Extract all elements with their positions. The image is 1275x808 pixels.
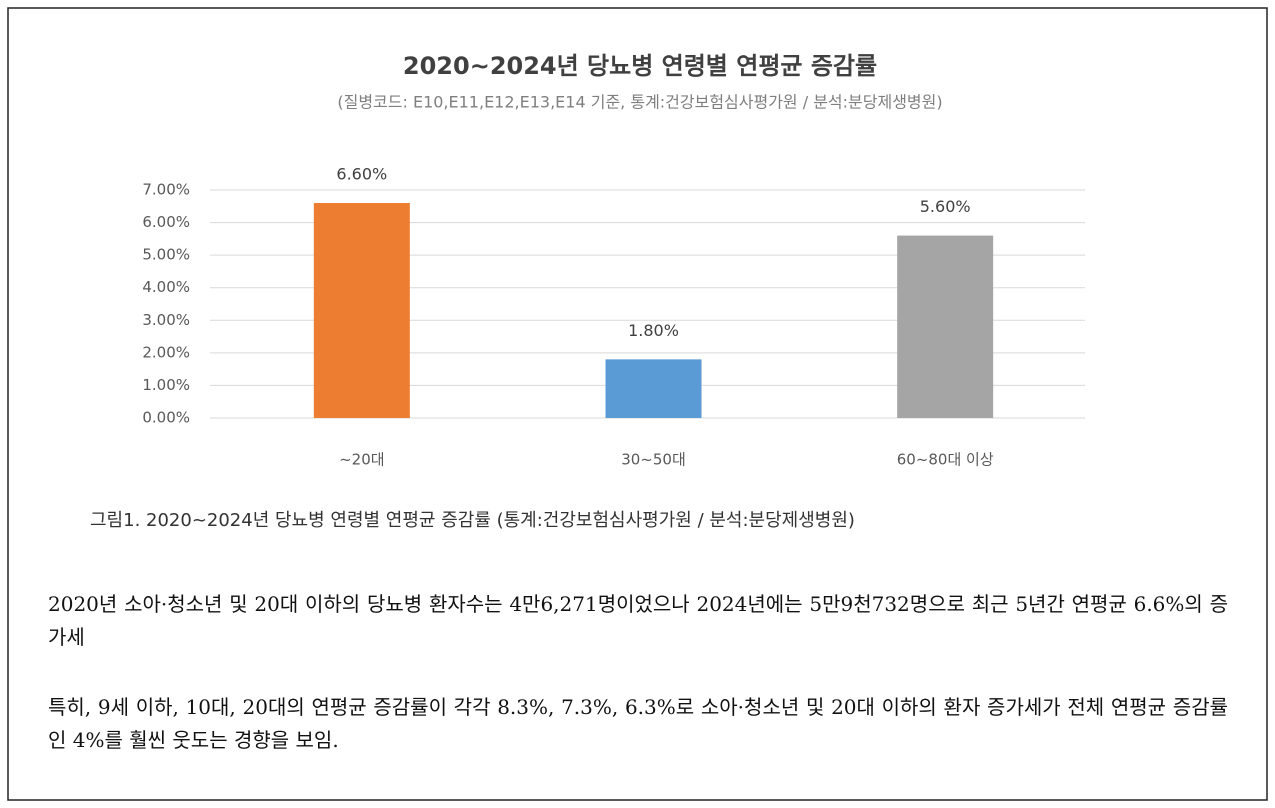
caption: 그림1. 2020~2024년 당뇨병 연령별 연평균 증감률 (통계:건강보험…	[90, 510, 855, 531]
y-tick-label: 7.00%	[142, 181, 190, 199]
chart-subtitle: (질병코드: E10,E11,E12,E13,E14 기준, 통계:건강보험심사…	[337, 93, 942, 112]
data-label: 1.80%	[628, 321, 679, 340]
y-tick-label: 4.00%	[142, 278, 190, 296]
y-tick-label: 1.00%	[142, 376, 190, 394]
paragraph: 2020년 소아·청소년 및 20대 이하의 당뇨병 환자수는 4만6,271명…	[48, 592, 1228, 649]
y-tick-label: 2.00%	[142, 343, 190, 361]
chart-title: 2020~2024년 당뇨병 연령별 연평균 증감률	[403, 52, 877, 80]
y-tick-label: 3.00%	[142, 311, 190, 329]
bar	[313, 203, 410, 418]
data-label: 5.60%	[920, 197, 971, 216]
y-tick-label: 5.00%	[142, 246, 190, 264]
border	[7, 7, 1268, 801]
paragraph: 특히, 9세 이하, 10대, 20대의 연평균 증감률이 각각 8.3%, 7…	[48, 695, 1228, 752]
bar	[897, 235, 994, 418]
x-tick-label: 30~50대	[621, 451, 686, 469]
bar	[605, 359, 702, 418]
data-label: 6.60%	[336, 165, 387, 184]
x-tick-label: ~20대	[339, 451, 384, 469]
y-tick-label: 6.00%	[142, 213, 190, 231]
x-tick-label: 60~80대 이상	[897, 451, 994, 469]
y-tick-label: 0.00%	[142, 409, 190, 427]
